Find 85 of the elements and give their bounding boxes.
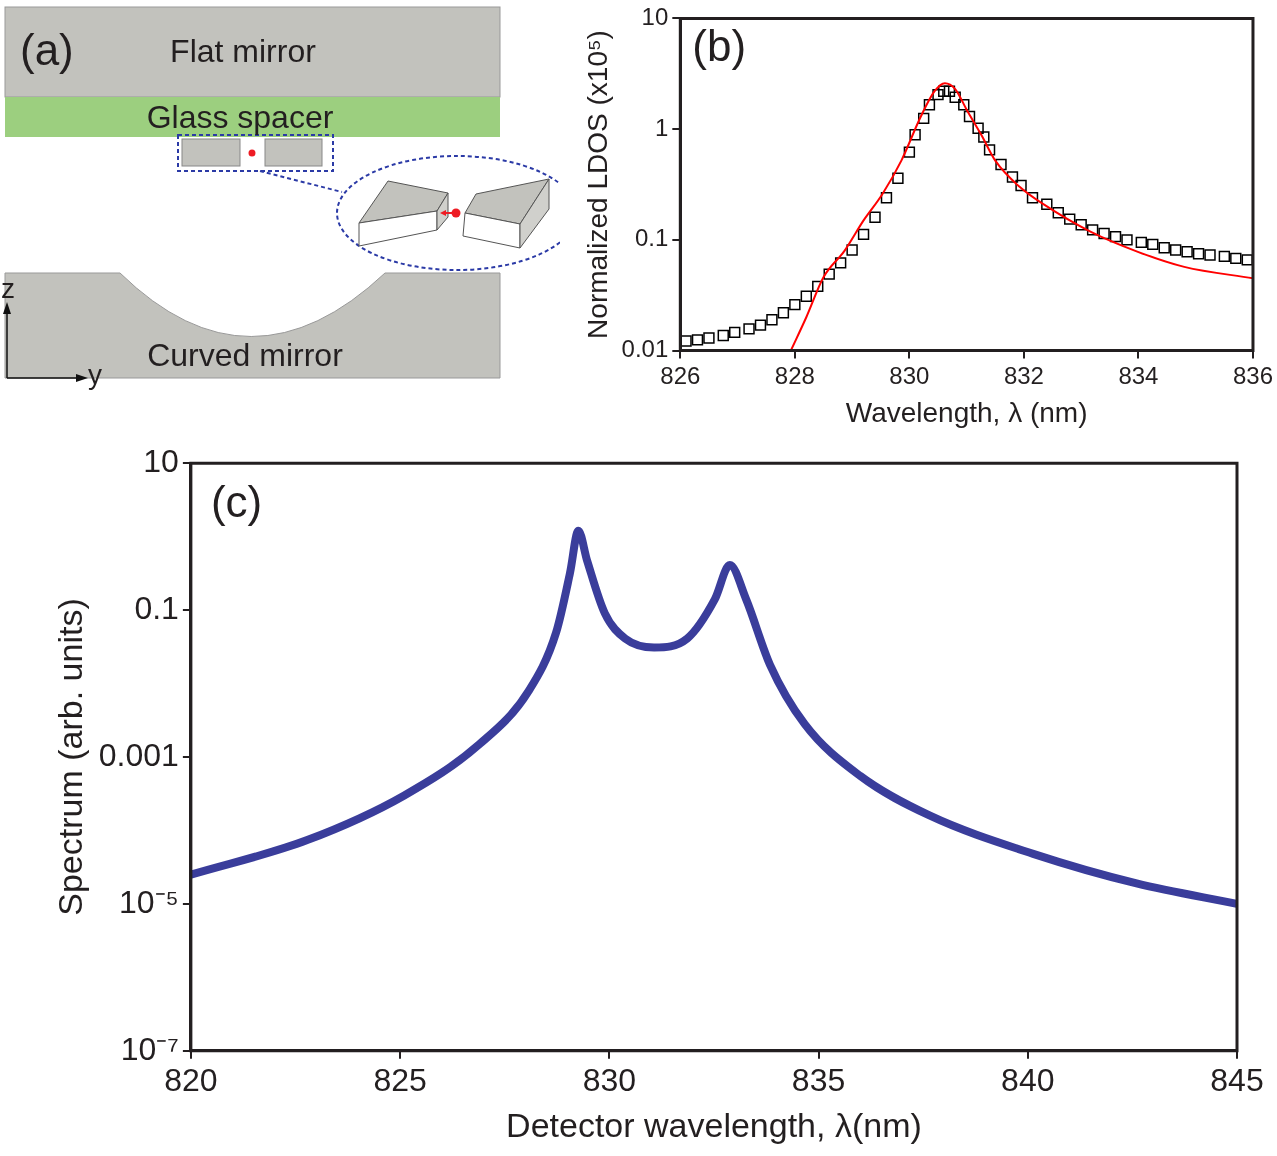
point [680, 335, 692, 347]
point [958, 99, 970, 111]
text: (a) [20, 25, 74, 74]
line-series [789, 82, 1254, 352]
x-tick-label: 832 [1003, 361, 1044, 389]
point [1026, 192, 1039, 204]
point [983, 144, 996, 156]
point [1041, 198, 1053, 210]
point [923, 99, 936, 111]
point [1086, 224, 1099, 236]
x-tick-label: 826 [660, 361, 701, 389]
point [1015, 179, 1027, 192]
text: Curved mirror [147, 337, 344, 373]
point [903, 146, 916, 158]
y-tick-label: 1 [654, 113, 669, 141]
point [812, 280, 824, 293]
x-tick-label: 830 [889, 361, 930, 389]
x-axis-title: Wavelength, λ (nm) [845, 396, 1088, 428]
point [846, 244, 858, 256]
annotation: (b) [692, 20, 747, 70]
x-tick-label: 835 [791, 1061, 846, 1098]
point [943, 85, 956, 97]
point [703, 332, 715, 344]
y-axis-title: Spectrum (arb. units) [50, 598, 89, 916]
point [909, 129, 921, 141]
annotation: (c) [210, 477, 263, 527]
point [880, 192, 893, 204]
point [691, 334, 704, 346]
y-tick-label: 10 [143, 443, 179, 480]
point [823, 268, 835, 280]
point [857, 228, 870, 241]
point [717, 329, 729, 342]
point [918, 112, 930, 125]
point [1230, 252, 1242, 265]
y-tick-label: 0.01 [621, 335, 669, 363]
point [743, 323, 755, 335]
point [789, 298, 801, 311]
x-tick-label: 825 [373, 1061, 427, 1098]
point [1075, 219, 1087, 231]
point [1098, 227, 1110, 240]
y-tick-label: 0.1 [134, 589, 179, 626]
point [963, 110, 976, 123]
y-axis-title: Normalized LDOS (x10⁵) [581, 30, 613, 339]
point [800, 290, 812, 302]
text: y [88, 359, 102, 390]
text: Flat mirror [170, 33, 317, 69]
y-tick-label: 10⁻⁵ [119, 883, 179, 920]
point [766, 314, 778, 326]
point [834, 257, 847, 269]
x-tick-label: 836 [1232, 361, 1273, 389]
y-tick-label: 10 [641, 3, 669, 31]
point [972, 122, 984, 134]
x-tick-label: 830 [582, 1061, 637, 1098]
point [1135, 236, 1148, 249]
point [978, 131, 990, 143]
point [938, 85, 950, 97]
point [949, 91, 961, 103]
point [932, 88, 944, 101]
point [1204, 249, 1216, 261]
text: z [1, 273, 15, 304]
point [1158, 241, 1170, 254]
point [1064, 213, 1076, 225]
x-tick-label: 840 [1001, 1061, 1055, 1098]
point [995, 158, 1007, 171]
point [729, 326, 741, 339]
y-tick-label: 0.001 [98, 736, 179, 773]
point [1218, 250, 1231, 263]
point [754, 319, 767, 331]
point [1109, 230, 1122, 243]
point [777, 306, 790, 319]
point [892, 172, 904, 184]
text: Glass spacer [146, 99, 334, 135]
point [1181, 246, 1193, 258]
x-tick-label: 828 [774, 361, 815, 389]
y-tick-label: 0.1 [634, 224, 669, 252]
x-tick-label: 834 [1118, 361, 1159, 389]
point [1169, 244, 1182, 256]
point [1006, 171, 1019, 183]
point [1192, 248, 1205, 260]
point [1121, 234, 1133, 246]
x-axis-title: Detector wavelength, λ(nm) [506, 1105, 922, 1144]
point [869, 211, 881, 223]
point [1052, 206, 1064, 219]
x-tick-label: 845 [1210, 1061, 1264, 1098]
point [1147, 238, 1159, 251]
